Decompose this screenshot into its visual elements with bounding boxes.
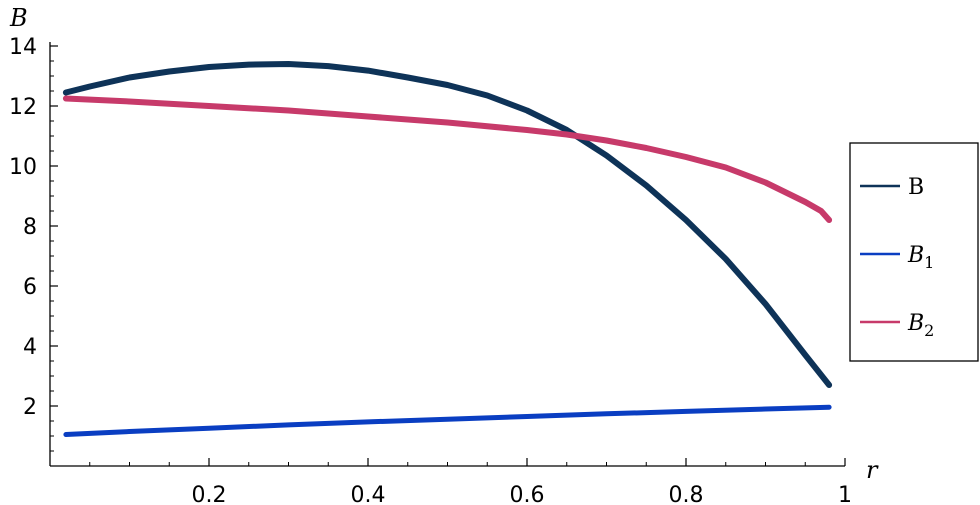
series-line-b1	[63, 404, 832, 437]
legend-label-b1: B1	[907, 243, 934, 272]
legend-label-b2: B2	[907, 311, 934, 340]
x-tick-label: 0.2	[192, 483, 227, 505]
y-tick-label: 14	[9, 35, 37, 60]
x-axis-title: r	[866, 456, 879, 484]
y-tick-label: 12	[9, 95, 37, 120]
legend-label-main: B	[908, 175, 924, 200]
legend-label-b: B	[908, 175, 924, 200]
legend-box	[849, 142, 979, 362]
axes	[49, 42, 846, 467]
series-line-b	[62, 61, 833, 388]
legend-label-main: B	[907, 243, 924, 268]
y-tick-label: 6	[23, 275, 37, 300]
series-line-b2	[62, 95, 833, 223]
plot-area	[62, 61, 833, 437]
legend-label-subscript: 2	[924, 321, 934, 340]
y-tick-label: 4	[23, 335, 37, 360]
x-tick-label: 1	[838, 483, 852, 505]
y-axis-title: B	[9, 4, 28, 32]
x-tick-label: 0.6	[510, 483, 545, 505]
x-tick-label: 0.4	[351, 483, 386, 505]
legend-label-main: B	[907, 311, 924, 336]
x-tick-label: 0.8	[669, 483, 704, 505]
y-tick-label: 8	[23, 215, 37, 240]
legend-label-subscript: 1	[924, 253, 934, 272]
y-tick-label: 10	[9, 155, 37, 180]
y-tick-label: 2	[23, 395, 37, 420]
